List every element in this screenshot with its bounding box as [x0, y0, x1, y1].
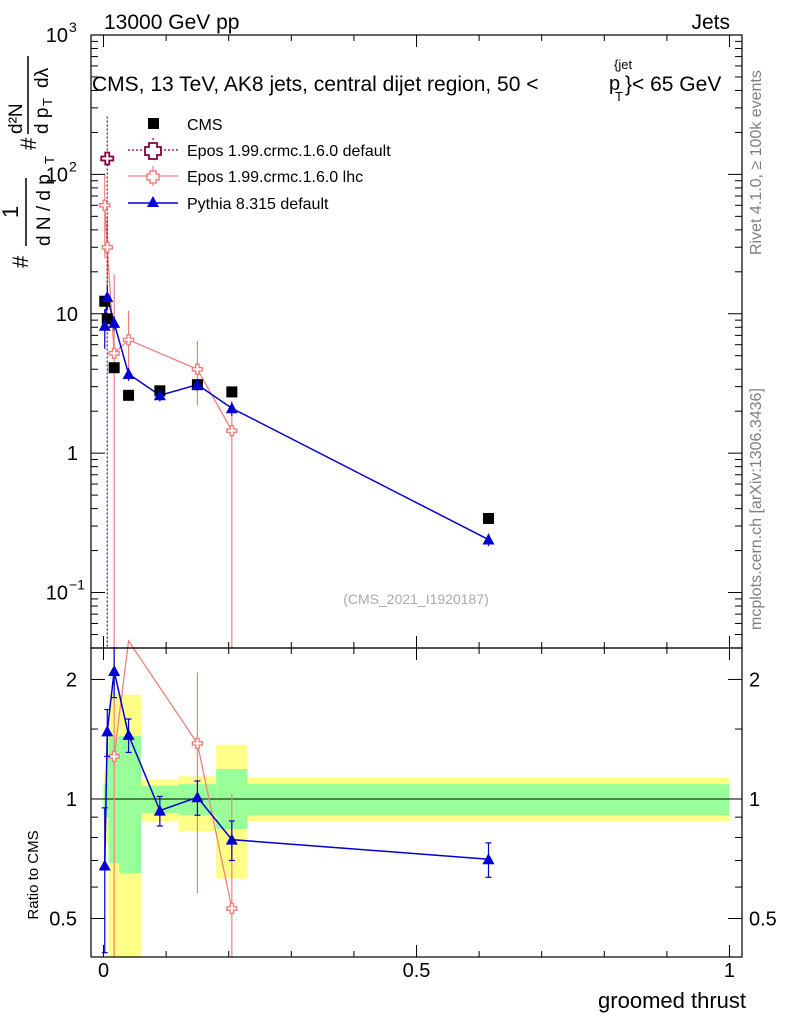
- cms-data-point: [226, 386, 238, 398]
- legend-marker-pythia: [147, 196, 159, 207]
- epos-default-point: [100, 151, 115, 166]
- ratio-epos-lhc-point: [191, 737, 204, 750]
- legend-label-pythia: Pythia 8.315 default: [187, 196, 329, 213]
- ratio-pythia-point: [101, 725, 114, 737]
- legend-marker-epos-default: [144, 142, 162, 160]
- ylabel-d2n: d²N: [6, 103, 27, 134]
- ylabel-hash-2: #: [16, 137, 41, 150]
- pythia-point: [225, 402, 238, 414]
- epos-lhc-point: [226, 424, 238, 437]
- main-panel: [98, 116, 495, 648]
- x-axis-label: groomed thrust: [598, 988, 746, 1013]
- y-tick-exponent: 2: [69, 158, 77, 174]
- pythia-line: [104, 296, 489, 541]
- ratio-pythia-point: [482, 853, 495, 865]
- ratio-y-tick-label-right: 1: [749, 789, 760, 811]
- y-tick-label: 10: [46, 164, 68, 186]
- ratio-pythia-point: [225, 833, 238, 845]
- y-tick-label: 1: [67, 443, 78, 465]
- ratio-y-tick-label: 1: [66, 789, 77, 811]
- y-tick-exponent: −1: [69, 577, 85, 593]
- ratio-y-tick-label: 2: [66, 669, 77, 691]
- title-main: CMS, 13 TeV, AK8 jets, central dijet reg…: [92, 73, 539, 96]
- cms-data-point: [123, 389, 135, 401]
- header-jets-label: Jets: [691, 11, 730, 34]
- ylabel-dpt: d p: [32, 108, 53, 134]
- epos-lhc-point: [108, 347, 120, 360]
- ylabel-dlambda: dλ: [32, 67, 53, 88]
- mcplots-label: mcplots.cern.ch [arXiv:1306.3436]: [748, 388, 765, 630]
- legend-marker-cms: [148, 118, 159, 129]
- pythia-point: [108, 316, 121, 328]
- main-ylabel: # 1 d N / d p T # d²N d p T dλ: [0, 56, 57, 268]
- ratio-epos-lhc-point: [226, 902, 238, 915]
- cms-data-point: [482, 512, 494, 524]
- ratio-pythia-point: [122, 728, 135, 740]
- pythia-point: [101, 290, 114, 302]
- ratio-pythia-point: [108, 665, 121, 677]
- x-tick-label: 0.5: [403, 960, 431, 982]
- pythia-point: [191, 378, 204, 390]
- y-tick-label: 10: [46, 25, 68, 47]
- ratio-band-inner: [119, 736, 142, 874]
- epos-lhc-point: [191, 363, 204, 375]
- pythia-point: [482, 533, 495, 545]
- header-energy-label: 13000 GeV pp: [104, 11, 239, 34]
- y-tick-label: 10: [46, 583, 68, 605]
- ratio-epos-lhc-point: [108, 750, 120, 763]
- pythia-point: [153, 389, 166, 401]
- legend-marker-epos-lhc: [146, 170, 160, 184]
- ratio-panel: [91, 639, 742, 957]
- legend: CMS Epos 1.99.crmc.1.6.0 default Epos 1.…: [128, 117, 391, 213]
- ratio-pythia-point: [98, 859, 111, 871]
- x-tick-label: 1: [724, 960, 735, 982]
- title-superscript: {jet: [614, 57, 632, 72]
- ratio-y-tick-label: 0.5: [49, 909, 77, 931]
- plot-title: CMS, 13 TeV, AK8 jets, central dijet reg…: [92, 57, 721, 104]
- cms-data-point: [101, 313, 113, 325]
- legend-label-cms: CMS: [187, 117, 223, 134]
- ratio-pythia-point: [191, 791, 204, 803]
- ratio-y-tick-label-right: 0.5: [749, 909, 777, 931]
- ylabel-one: 1: [0, 206, 23, 218]
- x-tick-label: 0: [98, 960, 109, 982]
- ylabel-dpt-sub: T: [40, 98, 55, 106]
- ratio-band-inner: [247, 784, 730, 816]
- epos-lhc-point: [101, 241, 113, 253]
- ylabel-den: d N / d p: [34, 174, 55, 246]
- epos-lhc-point: [99, 199, 111, 212]
- epos-lhc-point: [122, 334, 135, 346]
- y-tick-exponent: 3: [69, 19, 77, 35]
- title-p-symbol: p: [609, 73, 620, 95]
- ratio-pythia-point: [153, 804, 166, 816]
- ratio-band-inner: [106, 756, 109, 818]
- ratio-pythia-line: [104, 670, 489, 866]
- ratio-ylabel: Ratio to CMS: [25, 830, 42, 919]
- title-end: }< 65 GeV: [625, 73, 721, 96]
- analysis-id-watermark: (CMS_2021_I1920187): [343, 591, 489, 607]
- pythia-point: [98, 319, 111, 331]
- ratio-y-tick-label-right: 2: [749, 669, 760, 691]
- ylabel-hash-1: #: [8, 255, 33, 268]
- y-tick-label: 10: [56, 304, 78, 326]
- ratio-epos-lhc-line: [113, 639, 233, 909]
- legend-label-epos-default: Epos 1.99.crmc.1.6.0 default: [187, 143, 391, 160]
- pythia-point: [122, 367, 135, 379]
- ratio-band-inner: [103, 784, 107, 816]
- legend-label-epos-lhc: Epos 1.99.crmc.1.6.0 lhc: [187, 169, 363, 186]
- title-subscript: T: [615, 89, 623, 104]
- cms-data-point: [108, 362, 120, 374]
- rivet-version-label: Rivet 4.1.0, ≥ 100k events: [748, 70, 765, 255]
- ylabel-den-sub: T: [42, 156, 57, 164]
